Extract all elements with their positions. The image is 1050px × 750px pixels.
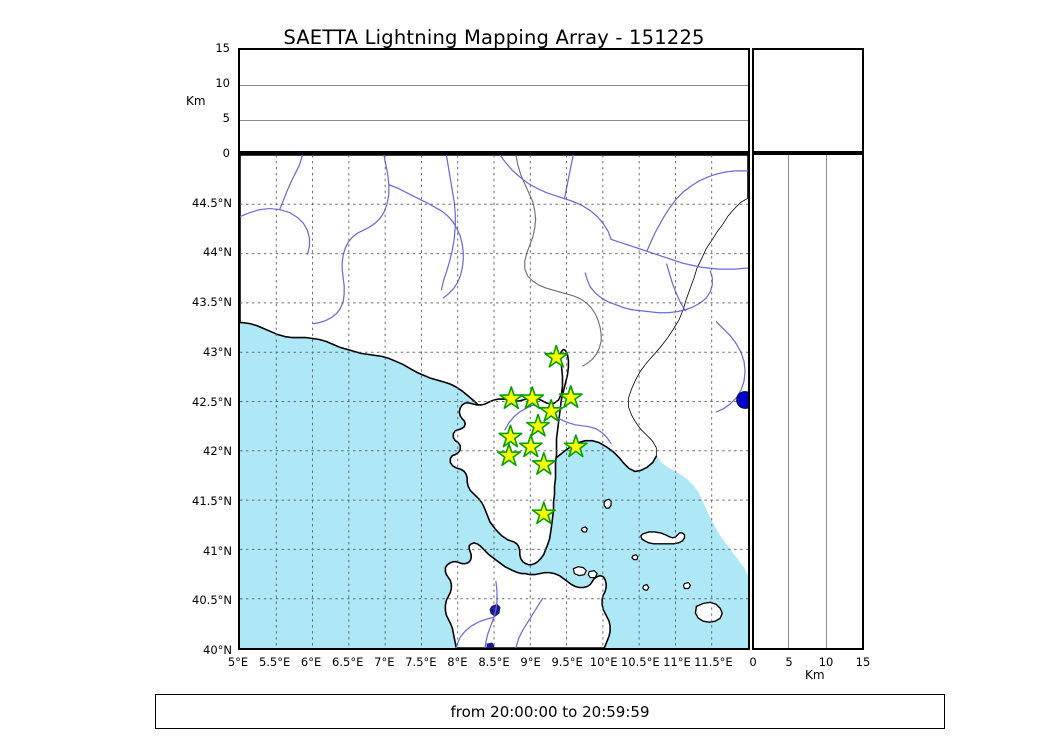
coastline-italy-west [628,198,748,576]
map-ytick-42: 42°N [203,444,232,459]
map-ytick-41: 41°N [203,543,232,558]
map-ytick-40.5: 40.5°N [192,593,232,608]
map-xtick-5.5: 5.5°E [258,655,291,669]
map-ytick-40: 40°N [203,643,232,657]
station-star [499,386,524,410]
map-xtick-8: 8°E [447,655,468,669]
lakes [486,603,501,648]
right-panel-gridline-5 [788,155,790,648]
station-star [531,451,556,475]
rivers [240,155,748,648]
right-panel-gridline-10 [825,155,827,648]
map-xtick-10.5: 10.5°E [620,655,660,669]
station-star [558,385,583,409]
river-rhone [312,155,390,325]
map-ytick-43.5: 43.5°N [192,295,232,310]
map-ytick-41.5: 41.5°N [192,493,232,508]
top-panel-gridline-5 [240,120,748,121]
top-panel-ytick-10: 10 [215,76,230,90]
river-tiber-north [715,321,746,413]
river-tuscan-coast [584,272,633,311]
right-cross-section-panel [752,153,864,650]
river-po-main [610,238,748,270]
border-france-italy [515,155,602,367]
right-panel-xtick-10: 10 [818,655,834,669]
source-markers [736,391,748,409]
map-xtick-7: 7°E [374,655,395,669]
coastline-caprera [587,569,598,579]
station-markers [496,344,588,525]
map-graphic [240,155,748,648]
station-star [520,386,545,410]
station-star [563,434,588,458]
station-star [498,424,523,448]
station-star [518,434,543,458]
coastline-giglio [682,581,692,590]
station-star [544,344,569,368]
river-north-alps-2 [279,155,304,211]
river-north-alps-1 [240,207,311,255]
map-xtick-11: 11°E [663,655,691,669]
right-panel-axis-label-km: Km [805,668,825,682]
administrative-borders [515,155,602,367]
river-apennine-1 [666,263,687,312]
map-ytick-43: 43°N [203,344,232,359]
map-ytick-44.5: 44.5°N [192,195,232,210]
map-xtick-5: 5°E [227,655,249,669]
status-bar: from 20:00:00 to 20:59:59 [155,694,945,729]
right-panel-xtick-0: 0 [749,655,757,669]
top-panel-ytick-15: 15 [215,41,230,55]
coastline-sardinia [444,542,611,648]
coastline-maddalena [572,566,587,577]
river-tributary-po-1 [563,155,574,200]
map-xtick-6: 6°E [300,655,322,669]
map-xtick-10: 10°E [589,655,618,669]
river-durance [388,184,464,299]
time-range-text: from 20:00:00 to 20:59:59 [450,702,650,721]
map-xtick-11.5: 11.5°E [694,655,733,669]
top-panel-ytick-5: 5 [222,111,230,125]
map-xtick-6.5: 6.5°E [332,655,364,669]
river-sardinia-west [455,616,495,648]
station-star [526,413,551,437]
river-tributary-po-2 [646,170,748,252]
coastline-islet-east-corsica [580,526,588,533]
top-panel-axis-label-km: Km [186,94,206,108]
corner-panel [752,48,864,153]
right-panel-xtick-5: 5 [785,655,793,669]
station-star [531,501,556,525]
lake-omodeo [489,603,501,617]
map-xtick-8.5: 8.5°E [478,655,510,669]
page-title: SAETTA Lightning Mapping Array - 151225 [283,26,705,49]
map-xtick-9.5: 9.5°E [551,655,583,669]
vhf-source-dot [736,391,748,409]
right-panel-xtick-15: 15 [855,655,871,669]
map-ytick-42.5: 42.5°N [192,394,232,409]
river-po-upper [499,155,612,240]
river-tavignano-corsica [504,404,535,431]
lake-south-sardinia [486,642,495,648]
top-panel-gridline-10 [240,85,748,86]
station-star [496,443,521,467]
top-panel-ytick-0: 0 [222,146,230,160]
map-gridlines [240,155,748,648]
map-xtick-7.5: 7.5°E [405,655,437,669]
map-xtick-9: 9°E [520,655,541,669]
map-ytick-44: 44°N [203,245,232,260]
river-sardinia-east [515,597,544,648]
coastline-montecristo [642,583,650,592]
top-cross-section-panel [238,48,750,153]
station-star [539,398,564,422]
map-panel[interactable] [238,153,750,650]
river-var [440,155,456,291]
coastline-elba [640,531,686,545]
coastline-pianosa [631,554,639,561]
coastline-argentario [694,601,723,623]
